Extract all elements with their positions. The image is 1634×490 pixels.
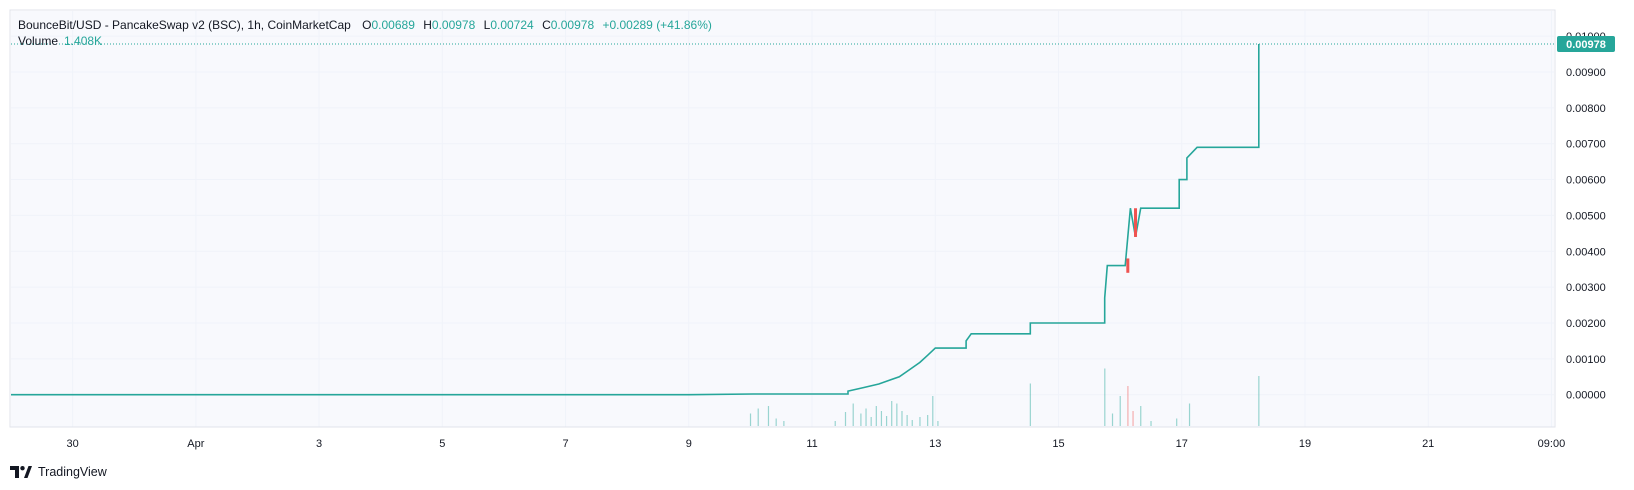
volume-bar bbox=[860, 413, 862, 426]
symbol-title[interactable]: BounceBit/USD - PancakeSwap v2 (BSC), 1h… bbox=[18, 18, 351, 32]
volume-bar bbox=[783, 421, 785, 426]
time-tick-label: 7 bbox=[562, 438, 568, 450]
time-tick-label: 11 bbox=[806, 438, 817, 450]
price-tick-label: 0.00100 bbox=[1566, 354, 1606, 366]
price-tick-label: 0.00600 bbox=[1566, 175, 1606, 187]
time-tick-label: 13 bbox=[929, 438, 941, 450]
volume-bar bbox=[880, 411, 883, 426]
volume-bar bbox=[1111, 413, 1114, 426]
close-value: 0.00978 bbox=[550, 18, 595, 32]
volume-bar bbox=[865, 408, 867, 426]
volume-bar bbox=[937, 421, 939, 426]
low-value: 0.00724 bbox=[490, 18, 534, 32]
volume-bar bbox=[1104, 368, 1106, 426]
volume-bar bbox=[749, 413, 752, 426]
volume-bar bbox=[1132, 411, 1134, 426]
volume-bar bbox=[906, 415, 908, 426]
volume-legend: Volume 1.408K bbox=[18, 33, 102, 49]
time-tick-label: 21 bbox=[1422, 438, 1434, 450]
volume-bar bbox=[852, 403, 854, 426]
open-value: 0.00689 bbox=[371, 18, 415, 32]
grid bbox=[11, 11, 1554, 427]
volume-bars bbox=[749, 368, 1260, 426]
low-label: L bbox=[483, 18, 491, 32]
volume-bar bbox=[1127, 386, 1129, 426]
price-tick-label: 0.00500 bbox=[1566, 210, 1606, 222]
chart-canvas[interactable]: 0.00000 0.00100 0.00200 0.00300 0.00400 0.005… bbox=[0, 0, 1634, 458]
volume-bar bbox=[757, 408, 759, 426]
down-candle bbox=[1126, 258, 1130, 273]
close-label: C bbox=[542, 18, 551, 32]
down-candle bbox=[1134, 208, 1138, 237]
chart-area[interactable]: 0.00000 0.00100 0.00200 0.00300 0.00400 0.005… bbox=[0, 0, 1634, 458]
volume-bar bbox=[911, 420, 913, 426]
high-value: 0.00978 bbox=[431, 18, 476, 32]
volume-bar bbox=[870, 417, 872, 426]
price-tick-label: 0.00000 bbox=[1566, 390, 1606, 402]
volume-bar bbox=[1029, 383, 1031, 426]
volume-bar bbox=[901, 411, 903, 426]
last-price-tag: 0.00978 bbox=[1557, 35, 1615, 52]
price-tick-label: 0.00200 bbox=[1566, 318, 1606, 330]
plot-background bbox=[11, 11, 1554, 427]
price-tick-label: 0.00300 bbox=[1566, 282, 1606, 294]
time-tick-label: 17 bbox=[1176, 438, 1188, 450]
price-tick-label: 0.00800 bbox=[1566, 103, 1606, 115]
chart-legend: BounceBit/USD - PancakeSwap v2 (BSC), 1h… bbox=[18, 17, 712, 33]
volume-bar bbox=[896, 403, 898, 426]
change-value: +0.00289 (+41.86%) bbox=[602, 18, 712, 32]
volume-bar bbox=[1258, 376, 1260, 426]
volume-bar bbox=[834, 421, 836, 426]
volume-label[interactable]: Volume bbox=[18, 34, 59, 48]
volume-bar bbox=[1119, 396, 1121, 426]
price-axis[interactable]: 0.00000 0.00100 0.00200 0.00300 0.00400 0.005… bbox=[1566, 31, 1606, 402]
tradingview-logo[interactable]: TradingView bbox=[10, 463, 107, 481]
volume-bar bbox=[844, 412, 847, 426]
high-label: H bbox=[423, 18, 432, 32]
time-tick-label: 30 bbox=[66, 438, 78, 450]
price-tick-label: 0.00700 bbox=[1566, 139, 1606, 151]
time-tick-label: 9 bbox=[686, 438, 692, 450]
volume-bar bbox=[1140, 406, 1142, 426]
volume-bar bbox=[885, 416, 888, 426]
brand-name: TradingView bbox=[38, 465, 107, 479]
price-tick-label: 0.00400 bbox=[1566, 246, 1606, 258]
time-tick-label: 19 bbox=[1299, 438, 1311, 450]
time-tick-label: 15 bbox=[1052, 438, 1064, 450]
volume-bar bbox=[927, 415, 929, 426]
volume-bar bbox=[1188, 403, 1191, 426]
volume-bar bbox=[767, 406, 770, 426]
time-axis[interactable]: 30 Apr 3 5 7 9 11 13 15 17 19 21 09:00 bbox=[66, 438, 1565, 450]
volume-bar bbox=[932, 396, 934, 426]
time-tick-label: Apr bbox=[187, 438, 204, 450]
volume-bar bbox=[1150, 421, 1152, 426]
open-label: O bbox=[362, 18, 372, 32]
time-tick-label: 5 bbox=[439, 438, 445, 450]
volume-bar bbox=[891, 401, 893, 426]
last-price-tag-box bbox=[1557, 35, 1615, 52]
volume-bar bbox=[775, 418, 777, 426]
time-tick-label: 09:00 bbox=[1538, 438, 1566, 450]
volume-value: 1.408K bbox=[64, 34, 103, 48]
last-price-tag-text: 0.00978 bbox=[1566, 39, 1606, 51]
volume-bar bbox=[875, 406, 877, 426]
price-tick-label: 0.00900 bbox=[1566, 67, 1606, 79]
price-line bbox=[11, 44, 1260, 396]
price-series bbox=[11, 44, 1260, 396]
time-tick-label: 3 bbox=[316, 438, 322, 450]
volume-bar bbox=[1176, 418, 1178, 426]
volume-bar bbox=[919, 417, 921, 426]
tradingview-icon bbox=[10, 466, 32, 478]
